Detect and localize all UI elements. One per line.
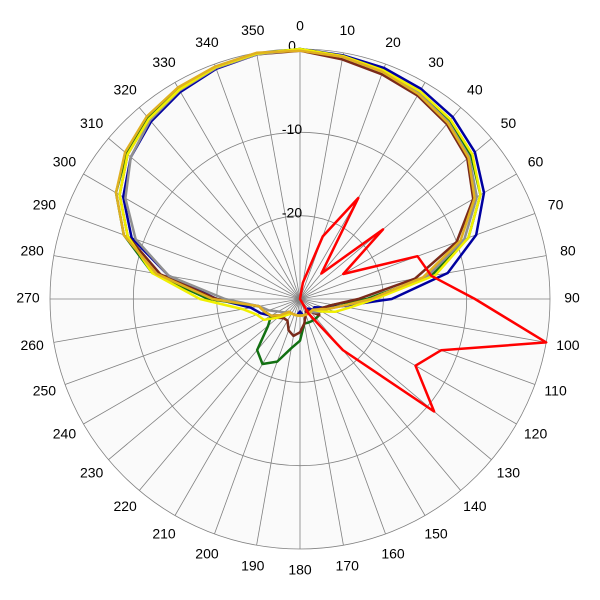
grid-spoke bbox=[64, 213, 301, 300]
grid-spoke bbox=[214, 298, 301, 535]
angle-label: 340 bbox=[195, 34, 219, 50]
grid-spoke bbox=[174, 82, 301, 300]
grid-spoke bbox=[299, 63, 386, 300]
r-tick-label: -20 bbox=[282, 204, 302, 220]
grid-spoke bbox=[299, 298, 517, 425]
angle-label: 200 bbox=[195, 545, 219, 561]
angle-label: 250 bbox=[33, 383, 57, 399]
r-tick-label: -10 bbox=[282, 121, 302, 137]
grid-spoke bbox=[138, 107, 301, 300]
grid-spoke bbox=[299, 298, 386, 535]
grid-spoke bbox=[256, 52, 301, 300]
angle-label: 80 bbox=[560, 242, 576, 258]
angle-label: 170 bbox=[336, 558, 360, 574]
grid-spoke bbox=[53, 255, 301, 300]
grid-spoke bbox=[299, 298, 426, 516]
angle-label: 150 bbox=[424, 525, 448, 541]
angle-label: 320 bbox=[113, 81, 137, 97]
angle-label: 140 bbox=[463, 498, 487, 514]
grid-spoke bbox=[299, 52, 344, 300]
angle-label: 260 bbox=[20, 337, 44, 353]
angle-label: 50 bbox=[501, 115, 517, 131]
grid-spoke bbox=[299, 298, 536, 385]
angle-label: 240 bbox=[53, 426, 77, 442]
grid-spoke bbox=[108, 137, 301, 300]
series-line bbox=[114, 49, 476, 317]
angle-label: 220 bbox=[113, 498, 137, 514]
angle-label: 310 bbox=[80, 115, 104, 131]
r-tick-label: 0 bbox=[288, 38, 296, 54]
angle-label: 40 bbox=[467, 81, 483, 97]
angle-label: 350 bbox=[241, 22, 265, 38]
grid-spoke bbox=[299, 137, 492, 300]
angle-label: 300 bbox=[53, 154, 77, 170]
grid-spoke bbox=[299, 298, 492, 461]
angle-label: 270 bbox=[16, 290, 40, 306]
angle-label: 130 bbox=[497, 465, 521, 481]
angle-label: 210 bbox=[152, 525, 176, 541]
series-line bbox=[121, 47, 486, 317]
grid-spoke bbox=[299, 298, 462, 491]
angle-label: 100 bbox=[556, 337, 580, 353]
grid-spoke bbox=[256, 298, 301, 546]
angle-label: 30 bbox=[428, 54, 444, 70]
angle-label: 70 bbox=[548, 197, 564, 213]
angle-label: 0 bbox=[296, 18, 304, 34]
angle-label: 60 bbox=[528, 154, 544, 170]
angle-label: 280 bbox=[20, 242, 44, 258]
angle-label: 90 bbox=[564, 290, 580, 306]
angle-label: 290 bbox=[33, 197, 57, 213]
angle-label: 160 bbox=[381, 545, 405, 561]
grid-spoke bbox=[138, 298, 301, 491]
grid-spoke bbox=[299, 107, 462, 300]
grid-spoke bbox=[299, 82, 426, 300]
angle-label: 20 bbox=[385, 34, 401, 50]
grid-spoke bbox=[214, 63, 301, 300]
angle-label: 190 bbox=[241, 558, 265, 574]
angle-label: 180 bbox=[288, 562, 312, 578]
angle-label: 330 bbox=[152, 54, 176, 70]
grid-spoke bbox=[174, 298, 301, 516]
angle-label: 10 bbox=[339, 22, 355, 38]
series-line bbox=[298, 196, 548, 413]
angle-label: 230 bbox=[80, 465, 104, 481]
grid-spoke bbox=[299, 298, 344, 546]
angle-label: 110 bbox=[544, 383, 567, 399]
angle-label: 120 bbox=[524, 426, 548, 442]
